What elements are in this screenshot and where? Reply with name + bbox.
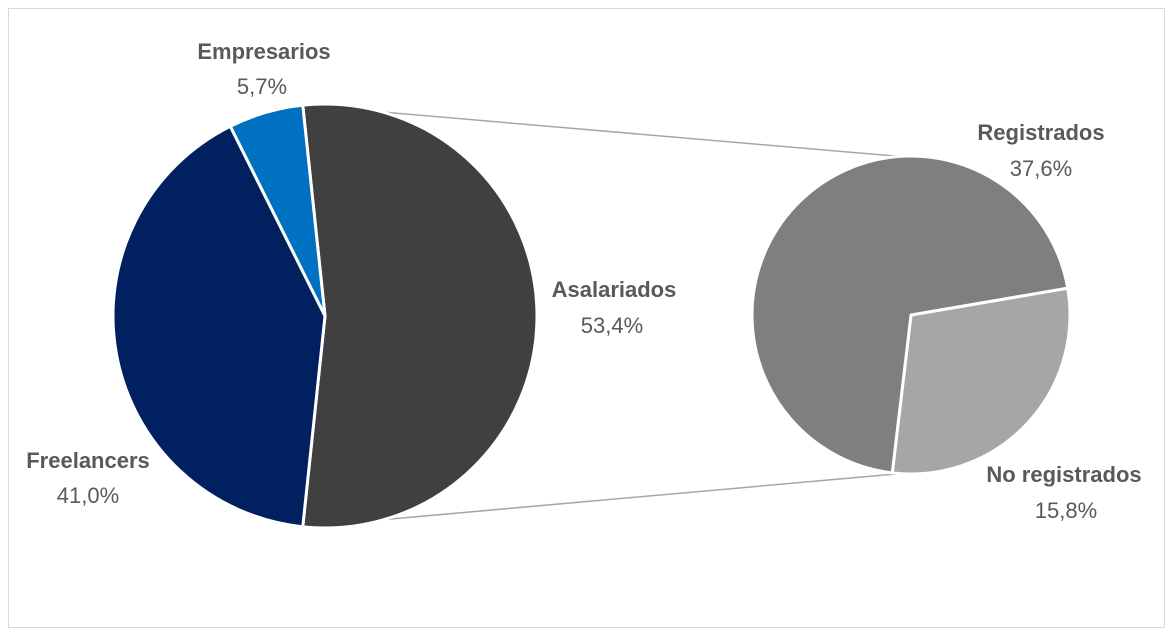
label-asalariados-value: 53,4% — [581, 313, 643, 338]
connector-line-bottom — [302, 473, 897, 528]
sec-slice-registrados — [750, 154, 1070, 475]
label-no-registrados-value: 15,8% — [1035, 498, 1097, 523]
label-freelancers-value: 41,0% — [57, 483, 119, 508]
label-registrados-value: 37,6% — [1010, 156, 1072, 181]
label-empresarios-value: 5,7% — [237, 74, 287, 99]
sec-slice-no-registrados — [890, 286, 1072, 476]
label-no-registrados-name: No registrados — [986, 462, 1141, 487]
label-registrados-name: Registrados — [977, 120, 1104, 145]
pie-slice-asalariados — [301, 102, 539, 530]
connector-line-top — [302, 104, 907, 158]
label-freelancers-name: Freelancers — [26, 448, 150, 473]
pie-slice-freelancers — [111, 124, 327, 529]
label-asalariados-name: Asalariados — [552, 277, 677, 302]
label-empresarios-name: Empresarios — [197, 39, 330, 64]
pie-slice-empresarios — [228, 103, 327, 318]
